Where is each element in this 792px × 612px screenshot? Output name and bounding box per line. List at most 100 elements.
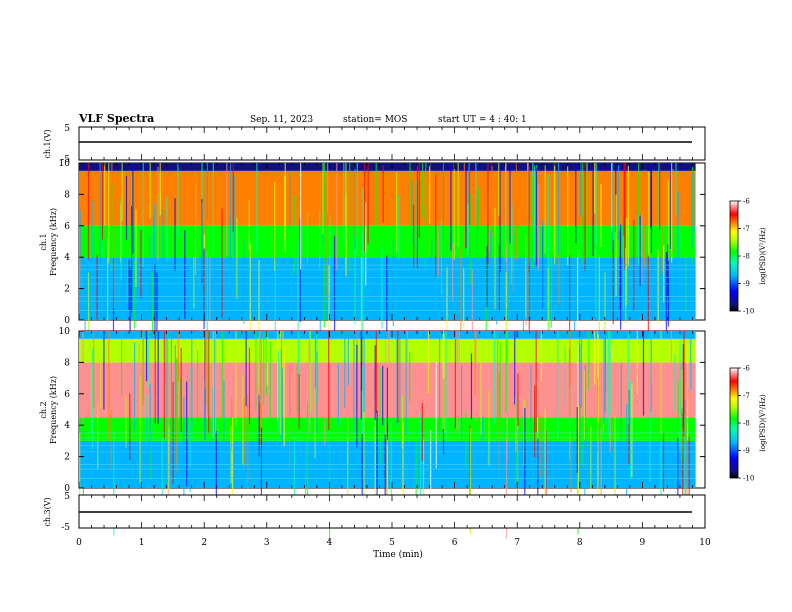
spectral-streak <box>528 263 530 331</box>
date-label: Sep. 11, 2023 <box>250 115 313 125</box>
spectral-streak <box>233 175 235 264</box>
spectral-streak <box>681 407 683 463</box>
spectral-streak <box>255 331 257 411</box>
spectral-streak <box>431 240 433 298</box>
spectral-streak <box>443 333 445 434</box>
spectral-streak <box>248 199 250 250</box>
freq-tick-label: 2 <box>64 453 70 463</box>
spectral-streak <box>684 415 686 494</box>
spectral-streak <box>140 229 142 299</box>
figure-title: VLF Spectra <box>78 112 154 125</box>
spectral-streak <box>597 437 599 496</box>
spectral-streak <box>381 248 383 329</box>
spectral-streak <box>603 331 605 425</box>
ch1-spectrogram-panel: 0 2 4 6 8 10 ch.1 Frequency (kHz) <box>39 159 706 378</box>
spectral-streak <box>204 379 206 480</box>
spectral-streak <box>221 331 223 433</box>
spectral-streak <box>691 171 693 248</box>
spectral-streak <box>470 193 472 285</box>
colorbar-tick-label: -10 <box>743 308 754 316</box>
spectral-streak <box>595 163 597 246</box>
spectral-streak <box>639 215 641 287</box>
spectral-streak <box>588 331 590 391</box>
spectral-streak <box>208 331 210 433</box>
spectral-streak <box>147 331 149 387</box>
spectral-streak <box>323 263 325 328</box>
spectral-streak <box>384 434 386 511</box>
spectral-streak <box>530 365 532 468</box>
ch3-ytick-top: 5 <box>64 492 70 502</box>
spectral-streak <box>266 331 268 386</box>
spectral-streak <box>79 209 81 271</box>
spectral-streak <box>670 163 672 250</box>
ch1-colorbar-label: log(PSD)(V²/Hz) <box>759 227 767 284</box>
spectral-streak <box>108 331 110 441</box>
spectral-streak <box>230 426 232 484</box>
spectral-streak <box>679 340 681 451</box>
spectral-streak <box>460 365 463 462</box>
spectral-streak <box>416 163 418 269</box>
spectral-streak <box>386 439 389 501</box>
spectral-streak <box>528 163 530 273</box>
ch1-spectrogram-image <box>79 163 696 378</box>
spectral-streak <box>557 163 560 254</box>
colorbar-tick-label: -6 <box>743 365 750 373</box>
spectral-streak <box>620 363 622 465</box>
spectral-streak <box>672 168 674 254</box>
spectral-streak <box>232 163 234 233</box>
spectral-streak <box>360 251 363 357</box>
spectral-streak <box>367 163 369 244</box>
freq-tick-label: 2 <box>64 285 70 295</box>
spectral-streak <box>347 438 349 527</box>
spectral-streak <box>409 163 411 247</box>
spectral-streak <box>385 340 387 442</box>
time-tick-label: 9 <box>640 538 646 548</box>
spectral-streak <box>592 163 594 257</box>
spectral-streak <box>392 239 394 327</box>
spectral-streak <box>365 202 367 286</box>
start-time-label: start UT = 4 : 40: 1 <box>438 115 527 125</box>
spectral-streak <box>206 163 208 220</box>
spectral-streak <box>79 210 82 262</box>
spectral-streak <box>314 387 316 458</box>
ch2-spectrogram-panel: 0 2 4 6 8 10 ch.2 Frequency (kHz) <box>39 327 706 543</box>
spectral-streak <box>259 331 261 404</box>
spectral-streak <box>485 261 487 358</box>
spectral-streak <box>106 237 109 323</box>
spectral-streak <box>512 179 514 236</box>
spectral-streak <box>467 203 469 256</box>
spectral-streak <box>471 269 473 374</box>
spectral-streak <box>424 206 426 269</box>
spectral-streak <box>421 163 424 218</box>
spectral-streak <box>570 435 572 493</box>
spectral-streak <box>682 343 684 428</box>
spectral-streak <box>289 172 291 229</box>
spectral-streak <box>125 176 128 240</box>
spectral-streak <box>675 163 677 216</box>
spectral-streak <box>281 368 283 473</box>
spectral-streak <box>544 408 546 504</box>
spectral-streak <box>121 163 123 221</box>
spectral-streak <box>82 331 84 424</box>
spectral-streak <box>418 163 420 238</box>
time-tick-label: 10 <box>699 538 711 548</box>
spectral-streak <box>688 435 690 523</box>
spectral-streak <box>374 399 376 508</box>
spectral-streak <box>611 163 613 232</box>
spectral-streak <box>488 192 490 253</box>
time-tick-labels: 0 1 2 3 4 5 6 7 8 9 10 <box>76 538 711 548</box>
spectral-streak <box>437 224 439 277</box>
spectral-streak <box>533 165 536 261</box>
spectral-streak <box>236 217 238 299</box>
spectral-streak <box>189 367 191 468</box>
spectral-streak <box>586 163 588 261</box>
spectral-streak <box>470 353 473 420</box>
spectral-streak <box>643 173 645 266</box>
spectral-streak <box>150 428 152 480</box>
spectral-streak <box>135 209 137 287</box>
spectral-streak <box>527 172 529 265</box>
spectral-streak <box>674 354 676 411</box>
spectral-streak <box>650 331 652 412</box>
spectral-streak <box>567 166 569 266</box>
spectral-streak <box>600 183 602 247</box>
